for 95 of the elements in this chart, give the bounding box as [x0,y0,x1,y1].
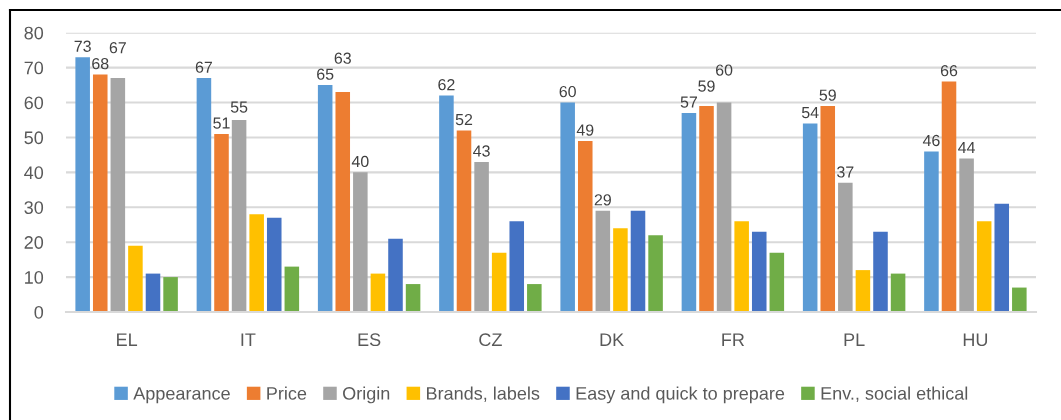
bar [388,238,403,312]
bar [214,133,229,312]
data-label: 65 [317,68,334,80]
legend-label: Price [267,386,307,400]
bar [681,113,697,312]
data-label: 29 [594,194,611,206]
bar [699,106,714,312]
legend-label: Easy and quick to prepare [576,386,785,404]
y-tick-label: 20 [24,236,44,249]
bar [491,252,507,312]
x-tick-label: ES [358,333,381,347]
bar [890,273,906,312]
data-label: 40 [351,155,369,168]
x-tick-label: PL [844,333,865,346]
data-label: 73 [74,40,91,52]
data-label: 51 [213,117,230,129]
bar [595,210,611,312]
bar [613,228,628,312]
bar [630,210,646,312]
x-tick-label: IT [241,333,256,346]
data-label: 37 [837,166,854,178]
bar [163,277,178,312]
bar [820,106,836,312]
y-tick-label: 80 [24,26,44,40]
data-label: 67 [109,42,126,54]
data-label: 44 [958,142,975,153]
bar [335,92,351,312]
bar [924,151,939,312]
bar [439,95,454,312]
bar [855,270,871,312]
bar [196,78,212,312]
data-label: 63 [334,52,351,64]
bar [648,235,663,312]
data-label: 52 [455,113,473,126]
bar [734,221,749,312]
bar [1012,287,1027,312]
bar [405,284,421,312]
data-label: 59 [698,80,715,92]
y-tick-label: 0 [34,305,44,319]
bar [527,284,542,312]
bar [976,221,992,312]
data-label: 46 [922,134,940,147]
bar [370,273,386,312]
bar [456,130,472,312]
bar [873,231,888,312]
x-tick-label: DK [600,333,624,346]
bar [577,140,593,312]
legend-label: Appearance [133,387,230,404]
bar [769,252,785,312]
legend-label: Env., social ethical [821,386,968,402]
y-tick-label: 70 [24,61,44,75]
bar [802,123,818,312]
data-label: 62 [438,78,455,91]
data-label: 60 [716,64,733,76]
data-label: 67 [195,61,212,73]
bar [560,102,575,312]
bar [110,78,126,312]
bar [838,182,853,312]
data-label: 43 [473,145,490,157]
data-label: 57 [680,96,697,108]
bar [353,172,368,312]
bar [716,102,732,312]
data-label: 68 [92,58,109,70]
bar [317,85,333,312]
data-label: 59 [819,89,836,101]
bar [92,74,108,312]
data-label: 66 [940,65,958,77]
legend-label: Brands, labels [427,386,540,402]
bar [128,245,143,312]
x-tick-label: HU [963,333,988,347]
bar [941,81,957,312]
y-tick-label: 40 [24,166,44,180]
data-label: 55 [230,101,248,113]
x-tick-label: EL [117,333,138,346]
bar [145,273,161,312]
legend-label: Origin [343,386,390,404]
y-tick-label: 10 [25,271,44,284]
x-tick-label: FR [722,333,745,346]
data-label: 54 [801,107,819,119]
bar [75,57,90,312]
x-tick-label: CZ [479,333,502,347]
data-label: 60 [559,85,576,98]
bar [509,221,525,312]
y-tick-label: 30 [24,201,44,214]
bar [994,203,1010,312]
bar [474,161,489,312]
bar [249,214,264,312]
y-tick-label: 60 [24,96,44,110]
data-label: 49 [576,124,594,136]
bar [266,217,282,312]
bar [284,266,300,312]
bar [751,231,767,312]
bar [231,119,247,312]
y-tick-label: 50 [24,131,44,145]
bar [959,158,974,312]
